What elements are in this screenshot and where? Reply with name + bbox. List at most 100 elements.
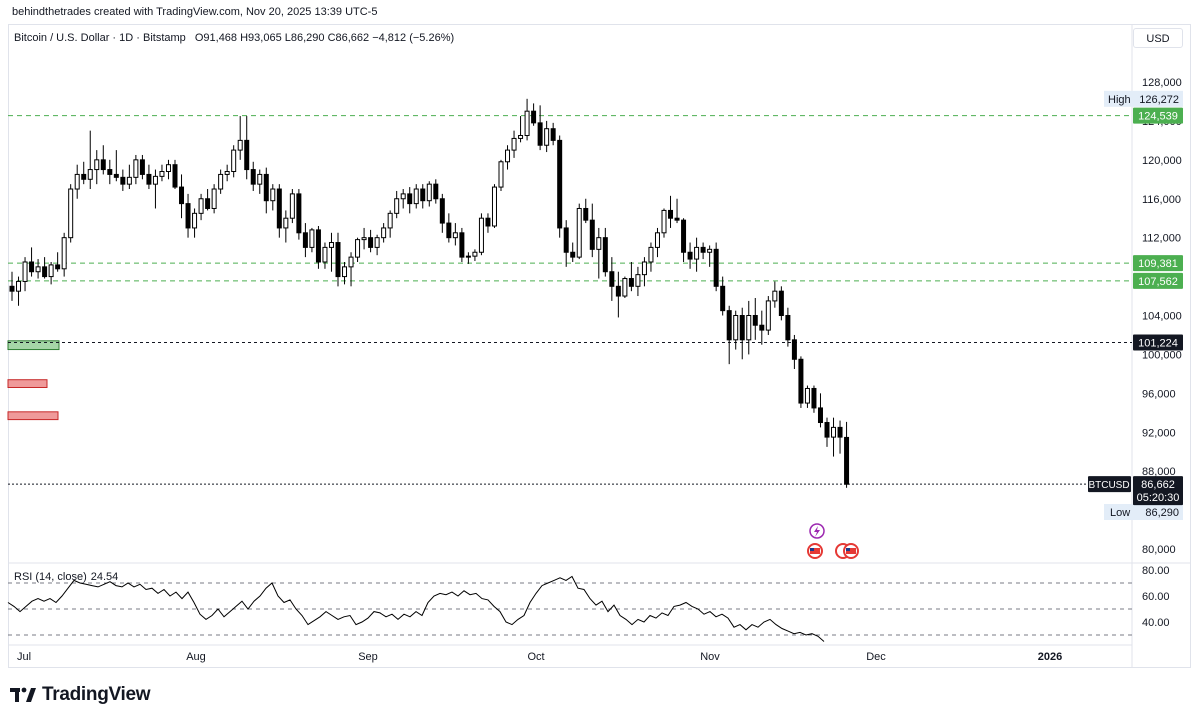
candle[interactable]	[368, 229, 374, 253]
candle[interactable]	[185, 193, 191, 238]
candle[interactable]	[641, 257, 647, 287]
candle[interactable]	[739, 307, 745, 360]
candle[interactable]	[48, 261, 54, 285]
candle[interactable]	[491, 184, 497, 228]
candle[interactable]	[622, 276, 628, 298]
candle[interactable]	[276, 184, 282, 238]
candle[interactable]	[394, 190, 400, 219]
candle[interactable]	[778, 286, 784, 321]
candle[interactable]	[459, 227, 465, 262]
candle[interactable]	[263, 167, 269, 214]
candle[interactable]	[139, 154, 145, 180]
candle[interactable]	[413, 184, 419, 209]
candle[interactable]	[270, 184, 276, 211]
candle[interactable]	[537, 105, 543, 151]
candle[interactable]	[576, 203, 582, 260]
candle[interactable]	[544, 120, 550, 153]
candle[interactable]	[61, 232, 67, 277]
candle[interactable]	[752, 297, 758, 340]
candle[interactable]	[609, 257, 615, 301]
candle[interactable]	[615, 271, 621, 318]
candle[interactable]	[726, 305, 732, 365]
candle[interactable]	[661, 208, 667, 238]
candle[interactable]	[74, 164, 80, 199]
candle[interactable]	[570, 242, 576, 262]
candle[interactable]	[244, 116, 250, 180]
candle[interactable]	[237, 116, 243, 160]
candle[interactable]	[146, 164, 152, 190]
candle[interactable]	[55, 252, 61, 272]
candle[interactable]	[687, 242, 693, 269]
candle[interactable]	[648, 242, 654, 272]
candle[interactable]	[211, 184, 217, 214]
candle[interactable]	[205, 189, 211, 211]
candle[interactable]	[791, 334, 797, 370]
candle[interactable]	[198, 193, 204, 221]
zone-red-rect[interactable]	[7, 379, 48, 388]
candle[interactable]	[628, 261, 634, 292]
candle[interactable]	[518, 116, 524, 143]
tradingview-brand[interactable]: TradingView	[10, 684, 151, 706]
candle[interactable]	[733, 310, 739, 350]
candle[interactable]	[152, 169, 158, 209]
candle[interactable]	[505, 145, 511, 170]
zone-green-rect[interactable]	[7, 340, 60, 351]
candle[interactable]	[22, 257, 28, 292]
candle[interactable]	[87, 130, 93, 190]
candle[interactable]	[42, 257, 48, 279]
candle[interactable]	[113, 150, 119, 182]
rsi-legend[interactable]: RSI (14, close) 24.54	[14, 571, 118, 583]
candle[interactable]	[328, 232, 334, 272]
candle[interactable]	[257, 169, 263, 194]
candle[interactable]	[426, 181, 432, 207]
candle[interactable]	[192, 208, 198, 238]
candle[interactable]	[302, 223, 308, 258]
candle[interactable]	[557, 135, 563, 238]
candle[interactable]	[348, 252, 354, 287]
candle[interactable]	[804, 385, 810, 408]
candle[interactable]	[361, 227, 367, 250]
candle[interactable]	[94, 150, 100, 185]
candle[interactable]	[596, 227, 602, 279]
candle[interactable]	[472, 249, 478, 262]
candle[interactable]	[420, 184, 426, 209]
candle[interactable]	[231, 145, 237, 178]
candle[interactable]	[355, 237, 361, 262]
candle[interactable]	[668, 195, 674, 228]
candle[interactable]	[798, 356, 804, 408]
candle[interactable]	[439, 193, 445, 233]
candle[interactable]	[674, 198, 680, 224]
candle[interactable]	[172, 159, 178, 190]
zone-red-rect[interactable]	[7, 411, 59, 421]
candle[interactable]	[511, 130, 517, 158]
candle[interactable]	[602, 227, 608, 277]
candle[interactable]	[785, 307, 791, 347]
candle[interactable]	[759, 310, 765, 345]
rsi-line[interactable]	[7, 575, 825, 642]
candle[interactable]	[107, 159, 113, 185]
candle[interactable]	[9, 271, 15, 301]
candle[interactable]	[524, 98, 530, 141]
candle[interactable]	[498, 159, 504, 191]
candle[interactable]	[550, 122, 556, 146]
candle[interactable]	[694, 237, 700, 272]
candle[interactable]	[563, 220, 569, 267]
candle[interactable]	[707, 245, 713, 267]
candle[interactable]	[681, 218, 687, 262]
candle[interactable]	[746, 300, 752, 355]
candle[interactable]	[844, 421, 850, 488]
event-icons[interactable]	[807, 523, 859, 559]
candle[interactable]	[811, 385, 817, 413]
candle[interactable]	[485, 213, 491, 233]
candle[interactable]	[635, 266, 641, 297]
candle[interactable]	[824, 417, 830, 447]
candle[interactable]	[837, 420, 843, 454]
currency-button[interactable]: USD	[1133, 28, 1183, 48]
candle[interactable]	[654, 227, 660, 258]
candle[interactable]	[100, 145, 106, 175]
candle[interactable]	[322, 242, 328, 269]
candle[interactable]	[133, 154, 139, 185]
candle[interactable]	[713, 242, 719, 292]
candle[interactable]	[400, 189, 406, 209]
candle[interactable]	[16, 276, 22, 306]
